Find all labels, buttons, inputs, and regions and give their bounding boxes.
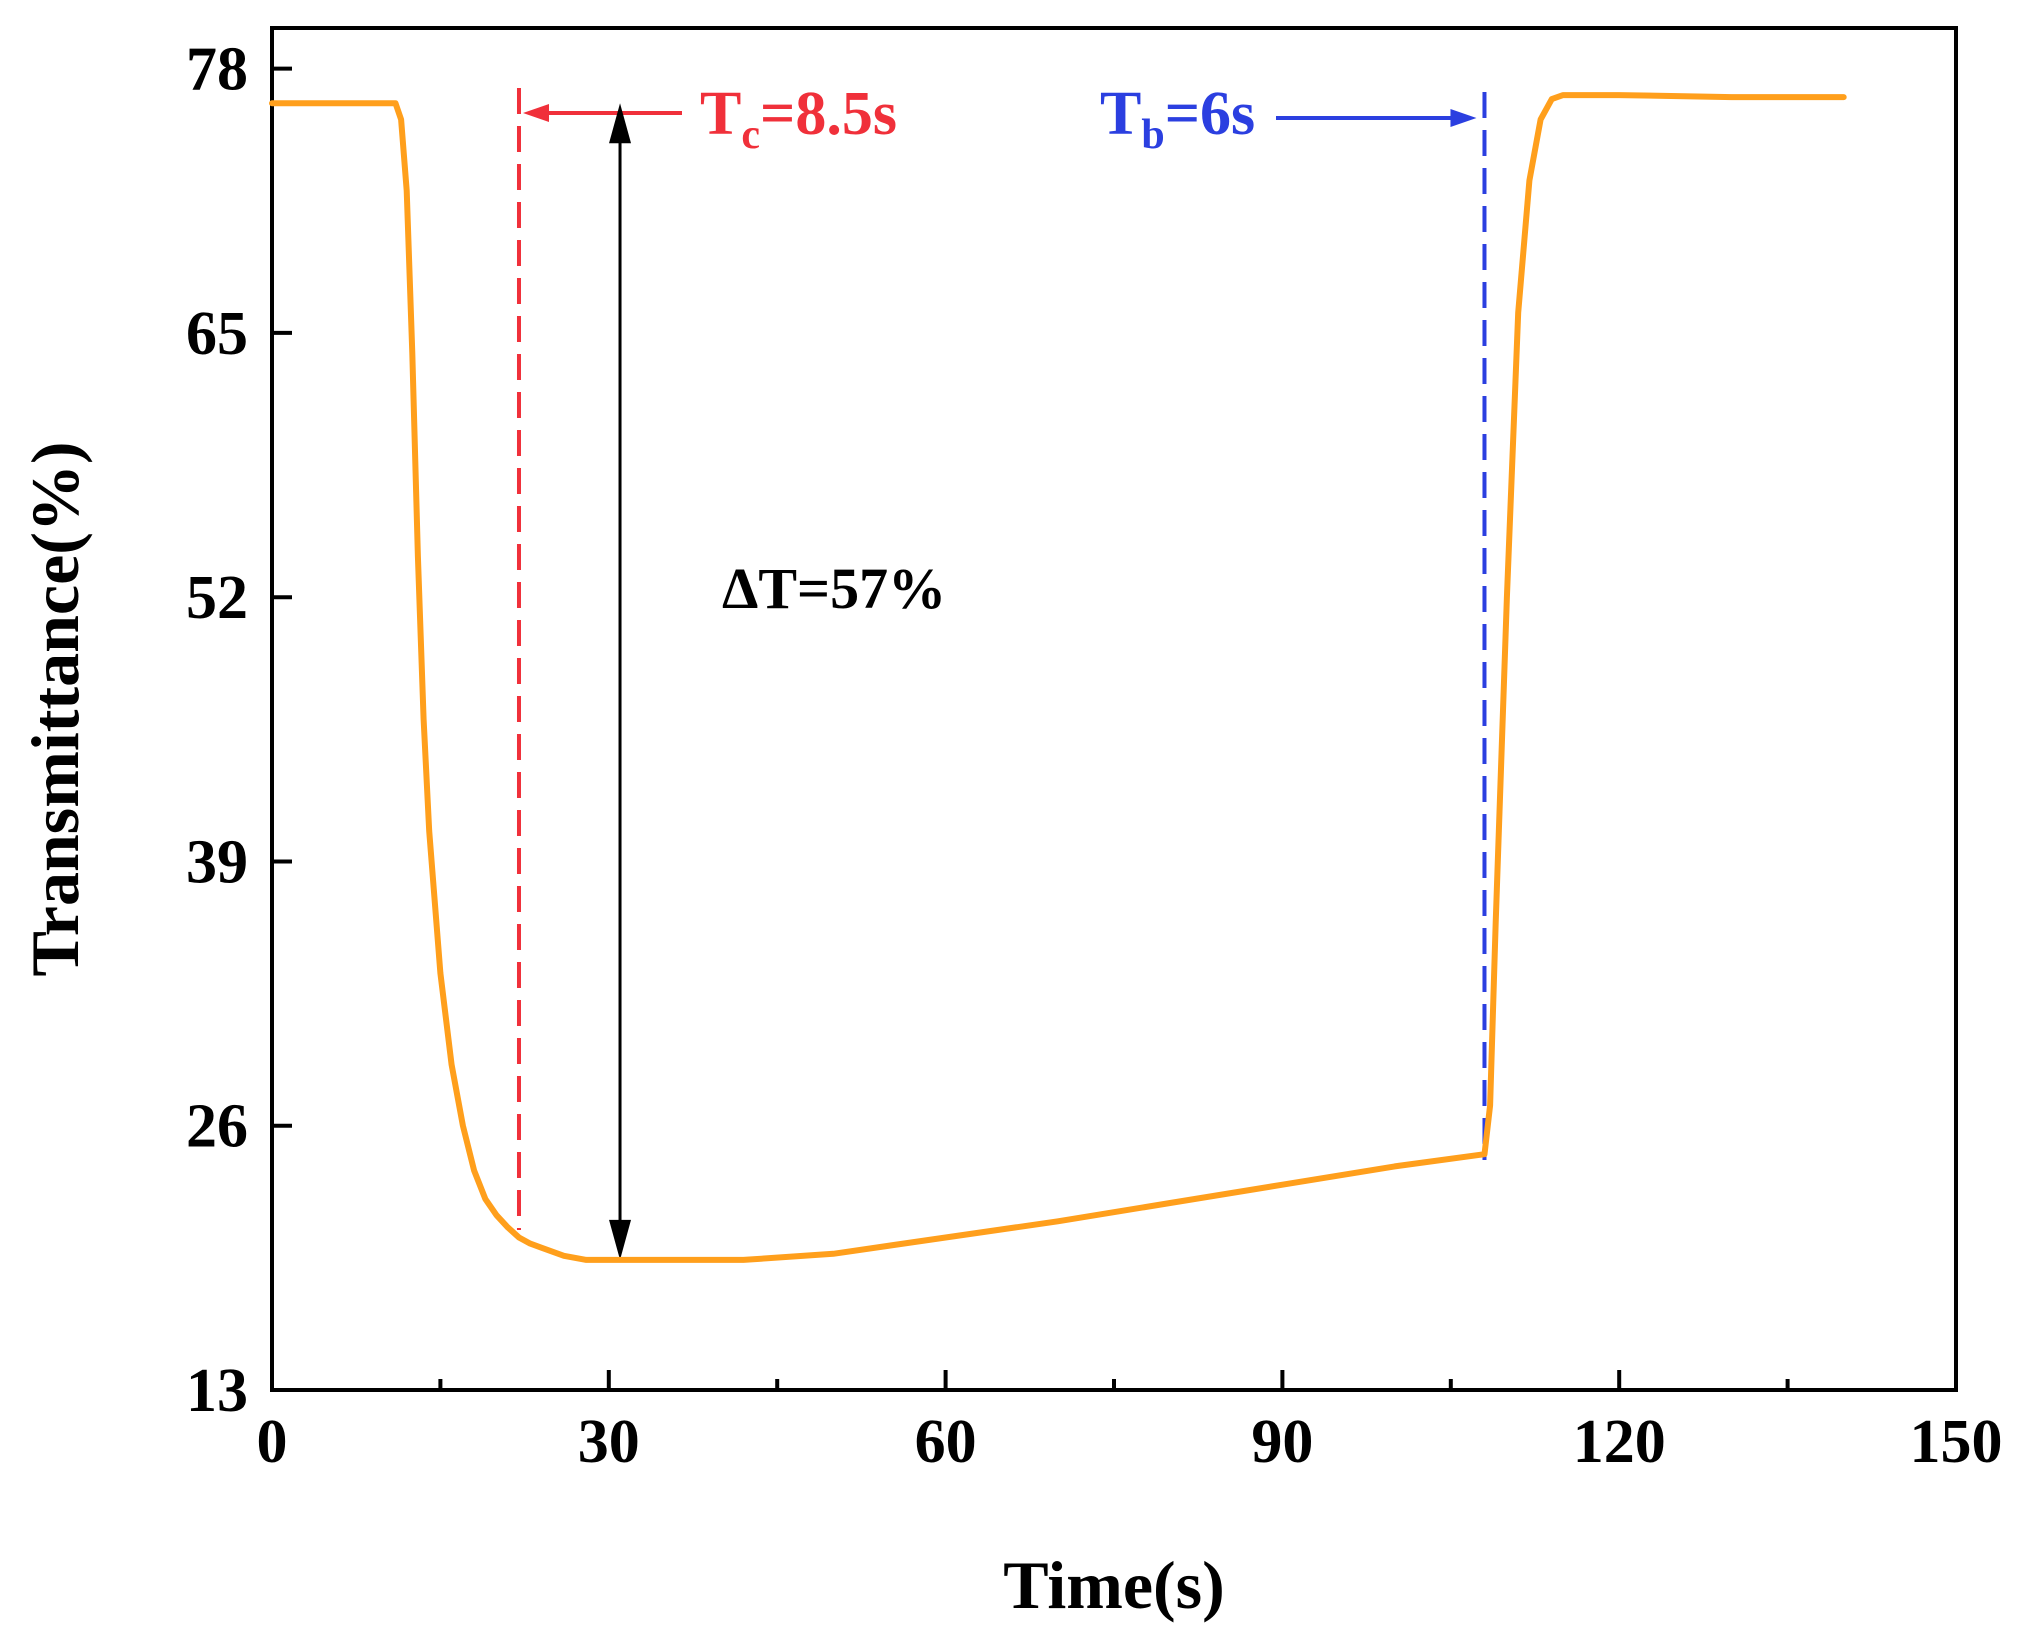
y-tick-label: 26 (186, 1093, 248, 1161)
tc-label-sub: c (741, 112, 760, 158)
x-tick-label: 0 (257, 1408, 288, 1476)
y-tick-label: 13 (186, 1357, 248, 1425)
delta-t-arrowhead-bottom (609, 1219, 632, 1260)
tc-label: Tc=8.5s (700, 80, 897, 158)
transmittance-curve (269, 92, 1847, 1263)
y-axis-title: Transmittance(%) (17, 441, 93, 976)
delta-t-arrowhead-top (609, 103, 632, 144)
x-tick-label: 90 (1251, 1408, 1313, 1476)
tc-label-rest: =8.5s (760, 80, 897, 148)
y-tick-label: 78 (186, 36, 248, 104)
y-tick-label: 52 (186, 564, 248, 632)
x-tick-label: 60 (915, 1408, 977, 1476)
y-tick-labels: 13 26 39 52 65 78 (186, 36, 248, 1425)
tb-label: Tb=6s (1100, 80, 1255, 158)
y-tick-label: 65 (186, 300, 248, 368)
tb-label-sub: b (1141, 112, 1164, 158)
axis-ticks (270, 66, 1958, 1392)
x-tick-label: 30 (578, 1408, 640, 1476)
delta-t-label: ΔT=57% (722, 556, 946, 621)
y-tick-label: 39 (186, 828, 248, 896)
x-axis-title: Time(s) (1003, 1547, 1225, 1623)
tc-label-main: T (700, 80, 741, 148)
tc-arrowhead (522, 104, 549, 122)
tb-arrowhead (1450, 109, 1477, 127)
tb-label-rest: =6s (1165, 80, 1255, 148)
x-tick-label: 120 (1573, 1408, 1666, 1476)
x-tick-labels: 0 30 60 90 120 150 (257, 1408, 2003, 1476)
x-tick-label: 150 (1910, 1408, 2003, 1476)
plot-frame (270, 26, 1958, 1392)
tb-label-main: T (1100, 80, 1141, 148)
